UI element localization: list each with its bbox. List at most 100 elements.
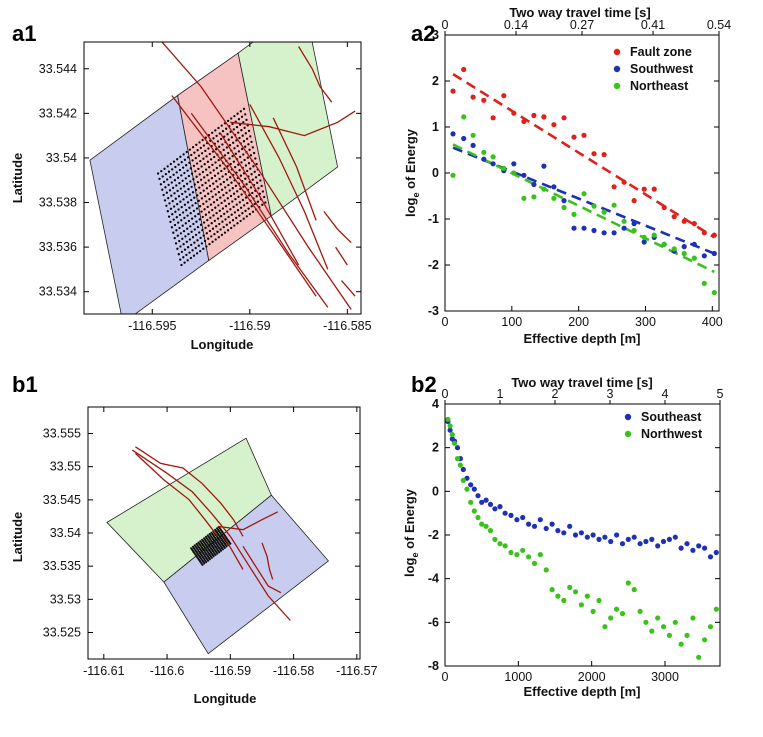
- station-point: [203, 239, 207, 243]
- data-point-southeast: [619, 541, 626, 547]
- station-point: [202, 202, 205, 206]
- data-point-southeast: [567, 523, 573, 529]
- data-point-southwest: [481, 156, 487, 162]
- station-point: [181, 179, 184, 182]
- station-point: [214, 129, 217, 132]
- station-point: [166, 165, 169, 168]
- station-point: [198, 186, 201, 189]
- station-point: [169, 162, 172, 166]
- station-point: [227, 215, 230, 219]
- station-point: [159, 183, 163, 186]
- data-point-southeast: [520, 514, 526, 521]
- top-axis-label: Two way travel time [s]: [511, 375, 652, 390]
- data-point-southeast: [502, 510, 508, 516]
- data-point-northeast: [571, 211, 577, 217]
- data-point-southwest: [551, 184, 557, 190]
- station-point: [162, 193, 165, 197]
- station-point: [221, 175, 224, 178]
- station-point: [234, 120, 237, 123]
- station-point: [242, 153, 245, 156]
- station-point: [205, 155, 208, 158]
- station-point: [198, 231, 201, 234]
- station-point: [250, 205, 253, 208]
- station-point: [247, 162, 251, 165]
- station-point: [204, 181, 207, 185]
- fault-trace: [341, 280, 356, 297]
- station-point: [176, 158, 179, 161]
- station-point: [193, 228, 196, 231]
- data-point-southeast: [678, 545, 684, 551]
- station-point: [221, 207, 225, 210]
- station-point: [220, 233, 224, 237]
- data-point-northwest: [479, 521, 485, 527]
- station-point: [223, 199, 226, 202]
- station-point: [232, 128, 235, 131]
- station-point: [216, 230, 219, 233]
- station-point: [205, 560, 208, 564]
- station-point: [193, 151, 196, 154]
- station-point: [234, 165, 237, 169]
- y-tick-label: 33.54: [46, 151, 77, 165]
- station-point: [209, 158, 213, 161]
- data-point-northwest: [561, 597, 567, 604]
- station-point: [217, 158, 220, 162]
- x-tick-label: 200: [568, 315, 589, 329]
- station-point: [204, 149, 207, 153]
- data-point-southwest: [611, 230, 617, 236]
- station-point: [182, 229, 186, 233]
- station-point: [232, 205, 235, 209]
- fault-trace: [217, 511, 279, 531]
- data-point-fault-zone: [651, 186, 657, 192]
- data-point-southeast: [690, 547, 696, 553]
- station-point: [204, 168, 208, 171]
- data-point-fault-zone: [551, 122, 557, 128]
- station-point: [206, 218, 209, 222]
- station-point: [183, 158, 187, 161]
- data-point-fault-zone: [671, 214, 677, 220]
- station-point: [246, 169, 249, 173]
- top-tick-label: 0: [442, 18, 449, 32]
- station-point: [224, 218, 227, 221]
- station-point: [172, 231, 175, 234]
- station-point: [175, 171, 178, 174]
- station-point: [164, 172, 168, 176]
- station-point: [189, 167, 192, 170]
- station-point: [178, 226, 181, 230]
- fault-trace: [135, 446, 244, 537]
- station-point: [186, 246, 190, 249]
- station-point: [165, 204, 168, 207]
- fault-trace: [298, 46, 333, 103]
- data-point-southeast: [696, 543, 702, 549]
- data-point-northwest: [475, 514, 481, 521]
- data-point-southeast: [531, 523, 538, 529]
- station-point: [205, 200, 208, 203]
- fault-trace: [134, 452, 219, 537]
- y-axis-label-rest: of Energy: [403, 128, 418, 192]
- x-tick-label: -116.595: [128, 319, 176, 333]
- data-point-northwest: [468, 499, 474, 505]
- data-point-southeast: [631, 534, 637, 540]
- fault-trace: [219, 133, 300, 266]
- data-point-fault-zone: [601, 152, 607, 158]
- station-point: [241, 198, 245, 202]
- panel-label: a2: [411, 21, 435, 46]
- station-point: [186, 214, 189, 217]
- station-point: [207, 179, 210, 182]
- station-point: [181, 192, 184, 196]
- station-point: [180, 250, 184, 254]
- x-tick-label: -116.585: [323, 319, 371, 333]
- station-point: [227, 202, 231, 205]
- top-tick-label: 4: [662, 387, 669, 401]
- station-point: [240, 129, 243, 132]
- y-tick-label: 4: [432, 397, 439, 411]
- station-point: [227, 138, 230, 141]
- station-point: [217, 204, 220, 207]
- station-point: [225, 178, 229, 181]
- top-tick-label: 2: [552, 387, 559, 401]
- station-point: [202, 144, 206, 147]
- station-point: [176, 202, 179, 206]
- data-point-northwest: [608, 615, 614, 621]
- station-point: [201, 563, 204, 566]
- fault-trace: [323, 211, 352, 244]
- data-point-northwest: [451, 440, 458, 446]
